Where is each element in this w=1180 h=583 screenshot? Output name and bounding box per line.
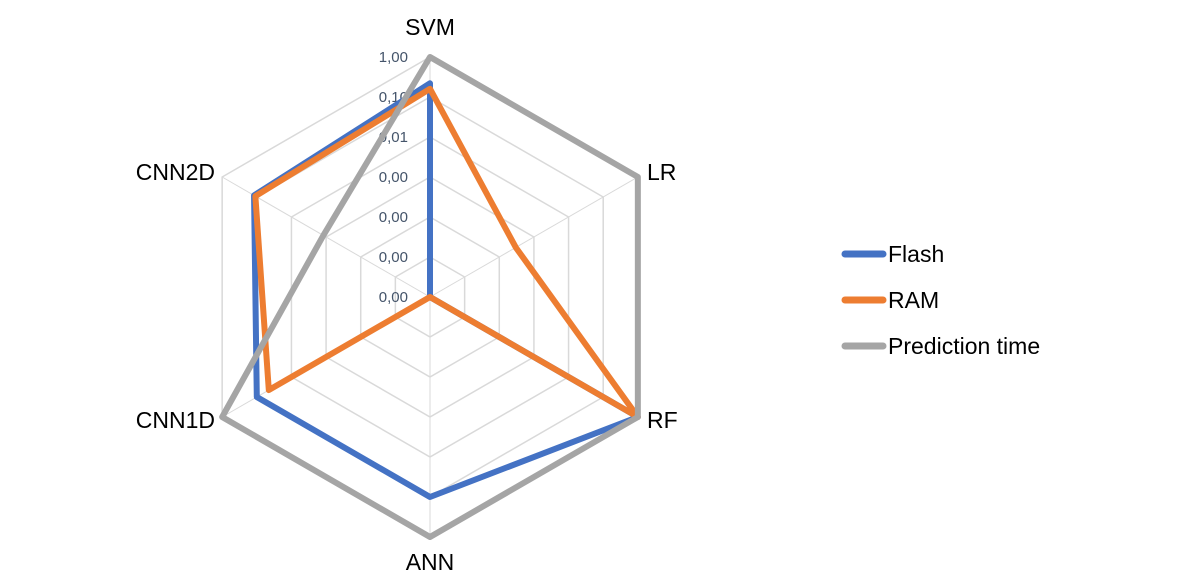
category-label-rf: RF <box>647 407 678 433</box>
series-line-ram <box>252 85 641 420</box>
category-label-svm: SVM <box>405 14 455 40</box>
tick-label: 0,00 <box>379 289 408 306</box>
legend-label: Flash <box>888 241 944 267</box>
grid-spoke <box>429 176 639 298</box>
category-label-ann: ANN <box>406 549 455 575</box>
tick-label: 0,00 <box>379 249 408 266</box>
tick-label: 0,00 <box>379 169 408 186</box>
series-line-prediction-time <box>219 54 641 540</box>
legend-label: Prediction time <box>888 333 1040 359</box>
category-label-cnn2d: CNN2D <box>136 159 215 185</box>
category-labels: SVM LR RF ANN CNN1D CNN2D <box>136 14 678 575</box>
tick-label: 1,00 <box>379 49 408 66</box>
data-series <box>219 54 641 540</box>
legend: Flash RAM Prediction time <box>841 241 1040 359</box>
legend-label: RAM <box>888 287 939 313</box>
category-label-cnn1d: CNN1D <box>136 407 215 433</box>
radial-tick-labels: 0,000,000,000,000,010,101,00 <box>379 49 408 306</box>
tick-label: 0,00 <box>379 209 408 226</box>
category-label-lr: LR <box>647 159 676 185</box>
